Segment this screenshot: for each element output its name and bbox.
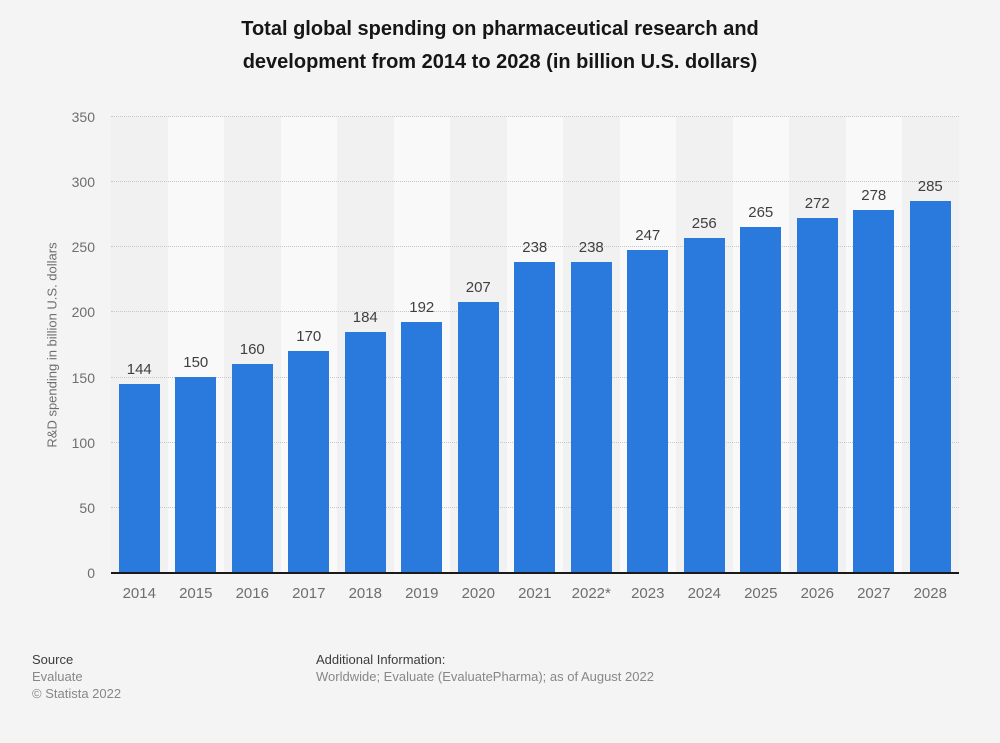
source-block: Source Evaluate © Statista 2022 xyxy=(32,651,121,702)
x-tick-label-2014: 2014 xyxy=(122,585,156,602)
x-tick-label-2026: 2026 xyxy=(800,585,834,602)
x-tick-label-2027: 2027 xyxy=(857,585,891,602)
bar-2016 xyxy=(231,363,273,572)
y-tick-label-100: 100 xyxy=(71,434,95,451)
y-tick-label-50: 50 xyxy=(79,499,95,516)
x-tick-label-2024: 2024 xyxy=(687,585,721,602)
additional-info-value: Worldwide; Evaluate (EvaluatePharma); as… xyxy=(316,669,654,684)
bar-2019 xyxy=(401,321,443,572)
value-label-2022*: 238 xyxy=(578,238,604,256)
source-value: Evaluate xyxy=(32,669,83,684)
value-label-2018: 184 xyxy=(352,309,378,327)
source-label: Source xyxy=(32,652,74,667)
value-label-2024: 256 xyxy=(691,215,717,233)
y-axis-title: R&D spending in billion U.S. dollars xyxy=(44,242,60,448)
bar-2024 xyxy=(683,238,725,572)
x-tick-label-2016: 2016 xyxy=(235,585,269,602)
x-tick-label-2019: 2019 xyxy=(405,585,439,602)
gridline-350 xyxy=(111,116,959,117)
value-label-2028: 285 xyxy=(917,177,943,195)
value-label-2015: 150 xyxy=(183,353,209,371)
additional-info-block: Additional Information: Worldwide; Evalu… xyxy=(316,651,654,685)
bar-2023 xyxy=(627,250,669,572)
x-axis-line xyxy=(111,572,959,574)
bar-2017 xyxy=(288,350,330,572)
value-label-2019: 192 xyxy=(409,298,435,316)
bar-2026 xyxy=(796,217,838,572)
x-tick-label-2022*: 2022* xyxy=(571,585,611,602)
bar-2018 xyxy=(344,332,386,572)
bar-2028 xyxy=(909,200,951,572)
value-label-2026: 272 xyxy=(804,194,830,212)
value-label-2027: 278 xyxy=(861,186,887,204)
bar-2014 xyxy=(118,384,160,572)
y-tick-label-350: 350 xyxy=(71,109,95,125)
copyright: © Statista 2022 xyxy=(32,686,122,701)
bar-2027 xyxy=(853,209,895,572)
bar-2021 xyxy=(514,261,556,572)
gridline-300 xyxy=(111,181,959,183)
x-tick-label-2023: 2023 xyxy=(631,585,665,602)
chart-title: Total global spending on pharmaceutical … xyxy=(241,18,759,73)
value-label-2016: 160 xyxy=(239,340,265,358)
x-tick-label-2025: 2025 xyxy=(744,585,778,602)
x-tick-label-2021: 2021 xyxy=(518,585,552,602)
x-tick-label-2015: 2015 xyxy=(179,585,213,602)
x-tick-label-2028: 2028 xyxy=(913,585,947,602)
y-tick-label-0: 0 xyxy=(87,565,95,581)
x-tick-label-2018: 2018 xyxy=(348,585,382,602)
value-label-2023: 247 xyxy=(635,227,661,245)
value-label-2017: 170 xyxy=(296,327,322,345)
y-tick-label-200: 200 xyxy=(71,304,95,321)
value-label-2014: 144 xyxy=(126,361,152,379)
x-tick-label-2020: 2020 xyxy=(461,585,495,602)
y-tick-label-300: 300 xyxy=(71,174,95,191)
value-label-2021: 238 xyxy=(522,238,548,256)
y-tick-label-150: 150 xyxy=(71,369,95,386)
bar-2025 xyxy=(740,226,782,572)
additional-info-label: Additional Information: xyxy=(316,652,446,667)
value-label-2020: 207 xyxy=(465,279,491,297)
gridline-250 xyxy=(111,246,959,248)
bar-2015 xyxy=(175,376,217,572)
bar-2022* xyxy=(570,261,612,572)
bar-2020 xyxy=(457,302,499,572)
value-label-2025: 265 xyxy=(748,203,774,221)
y-tick-label-250: 250 xyxy=(71,239,95,256)
x-tick-label-2017: 2017 xyxy=(292,585,326,602)
